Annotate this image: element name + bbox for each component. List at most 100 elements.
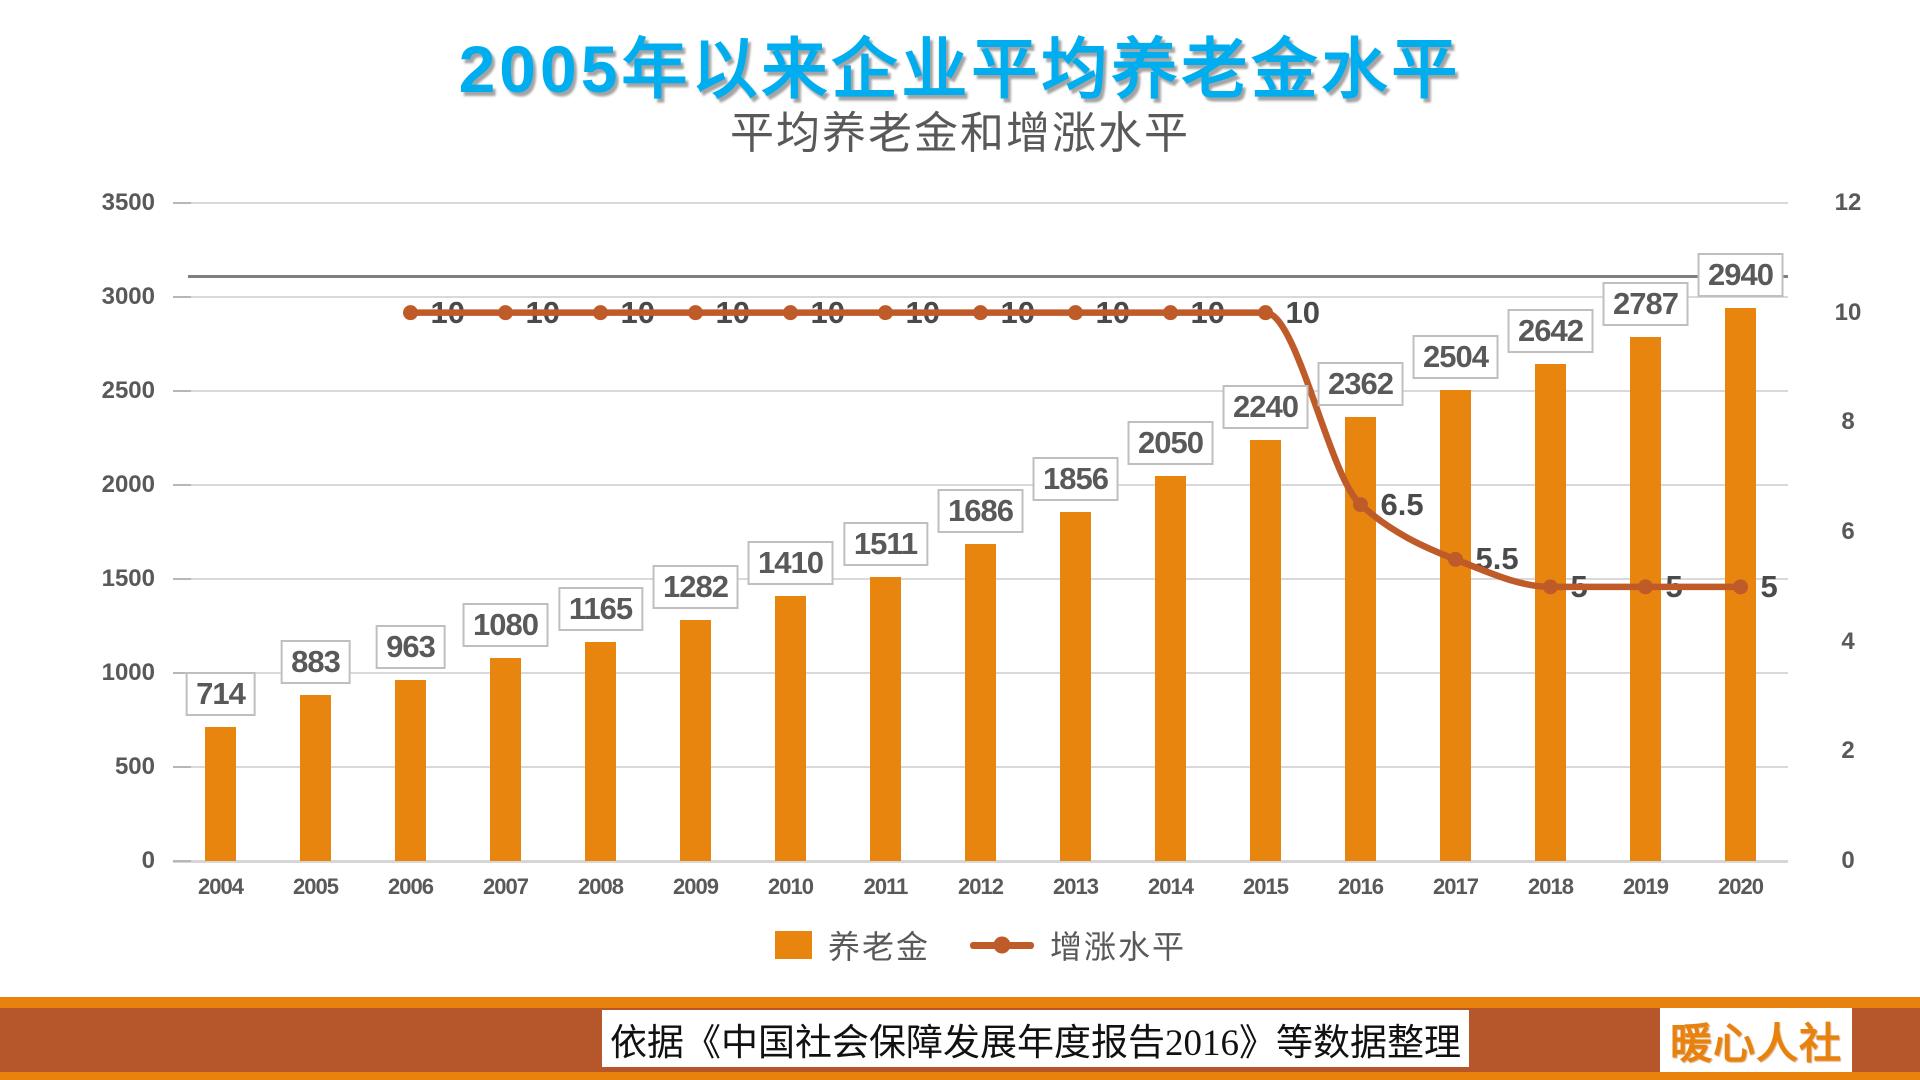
- legend-line-marker-icon: [993, 936, 1011, 954]
- line-value-label: 10: [1190, 294, 1225, 330]
- legend-line-label: 增涨水平: [1050, 929, 1187, 965]
- bar-value-label: 2050: [1127, 420, 1214, 465]
- legend-line-swatch: [970, 936, 1034, 954]
- y-axis-label-right: 12: [1834, 189, 1862, 216]
- line-point-marker: [878, 305, 893, 321]
- bar: [300, 694, 331, 861]
- x-axis-label: 2010: [768, 874, 814, 899]
- x-axis-label: 2012: [958, 874, 1004, 899]
- bar-value-label: 714: [185, 671, 256, 716]
- y-axis-label-left: 3000: [101, 283, 155, 310]
- line-point-marker: [973, 305, 988, 321]
- line-value-label: 10: [715, 294, 750, 330]
- y-axis-label-right: 0: [1841, 847, 1855, 874]
- bar: [1725, 308, 1756, 861]
- line-value-label: 10: [430, 294, 465, 330]
- x-axis-label: 2008: [578, 874, 624, 899]
- line-point-marker: [593, 305, 608, 321]
- chart-legend: 养老金 增涨水平: [173, 922, 1788, 968]
- x-axis-label: 2005: [293, 874, 339, 899]
- bar-value-label: 2787: [1602, 282, 1689, 327]
- axis-tick: [173, 578, 191, 580]
- bar: [395, 679, 426, 861]
- source-text: 依据《中国社会保障发展年度报告2016》等数据整理: [610, 1022, 1461, 1064]
- logo-text: 暖心人社: [1669, 1021, 1842, 1068]
- line-value-label: 10: [810, 294, 845, 330]
- line-point-marker: [1068, 305, 1083, 321]
- y-axis-label-left: 2000: [101, 471, 155, 498]
- y-axis-label-left: 500: [114, 753, 155, 780]
- x-axis-label: 2019: [1623, 874, 1669, 899]
- axis-tick: [173, 390, 191, 392]
- axis-tick: [173, 296, 191, 298]
- bar-value-label: 2504: [1412, 335, 1499, 380]
- legend-bar-swatch: [774, 931, 812, 959]
- bar-value-label: 1165: [557, 586, 644, 631]
- y-axis-label-left: 3500: [101, 189, 155, 216]
- footer-banner-bottom-stripe: [0, 1072, 1920, 1080]
- x-axis-label: 2017: [1433, 874, 1479, 899]
- bar: [775, 595, 806, 861]
- x-axis-label: 2014: [1148, 874, 1194, 899]
- bar-value-label: 2642: [1507, 309, 1594, 354]
- line-value-label: 10: [905, 294, 940, 330]
- line-point-marker: [1258, 305, 1273, 321]
- line-value-label: 5: [1570, 568, 1588, 604]
- line-point-marker: [783, 305, 798, 321]
- y-axis-label-left: 2500: [101, 377, 155, 404]
- line-value-label: 5: [1665, 568, 1683, 604]
- bar-value-label: 883: [280, 639, 351, 684]
- line-value-label: 5.5: [1475, 541, 1519, 577]
- bar-value-label: 2240: [1222, 384, 1309, 429]
- x-axis-label: 2015: [1243, 874, 1289, 899]
- line-value-label: 10: [620, 294, 655, 330]
- bar-value-label: 1856: [1032, 457, 1119, 502]
- y-axis-label-right: 4: [1841, 627, 1855, 655]
- x-axis-label: 2007: [483, 874, 529, 899]
- y-axis-label-left: 1000: [101, 659, 155, 686]
- line-value-label: 10: [1000, 294, 1035, 330]
- y-axis-label-right: 6: [1841, 518, 1855, 545]
- y-axis-label-left: 0: [141, 847, 155, 874]
- bar-value-label: 1080: [462, 602, 549, 647]
- y-axis-label-left: 1500: [101, 565, 155, 592]
- line-point-marker: [688, 305, 703, 321]
- y-axis-label-right: 10: [1834, 298, 1862, 326]
- bar-value-label: 963: [375, 624, 446, 669]
- axis-tick: [173, 672, 191, 674]
- bar: [965, 544, 996, 861]
- bar-value-label: 1282: [652, 564, 739, 609]
- x-axis-label: 2020: [1718, 874, 1764, 899]
- x-axis-label: 2006: [388, 874, 434, 899]
- line-value-label: 10: [1095, 294, 1130, 330]
- line-value-label: 10: [1285, 294, 1320, 330]
- axis-tick: [173, 202, 191, 204]
- bar: [1440, 390, 1471, 861]
- y-axis-label-right: 8: [1841, 408, 1855, 436]
- bar: [1060, 512, 1091, 861]
- bar-value-label: 1686: [937, 489, 1024, 534]
- source-box: 依据《中国社会保障发展年度报告2016》等数据整理: [602, 1010, 1469, 1067]
- x-axis-label: 2011: [863, 874, 909, 899]
- bar: [585, 641, 616, 861]
- x-axis-label: 2004: [198, 874, 244, 899]
- bar: [205, 726, 236, 861]
- footer-banner-top-stripe: [0, 997, 1920, 1008]
- reference-line: [188, 275, 1788, 279]
- x-axis-label: 2016: [1338, 874, 1384, 899]
- bar: [1535, 364, 1566, 861]
- axis-tick: [173, 484, 191, 486]
- bar: [870, 576, 901, 861]
- gridline: [173, 296, 1788, 298]
- page-title: 2005年以来企业平均养老金水平: [458, 32, 1462, 106]
- bar: [1345, 416, 1376, 861]
- line-value-label: 5: [1760, 568, 1778, 604]
- line-point-marker: [403, 305, 418, 321]
- bar-value-label: 2940: [1697, 253, 1784, 298]
- bar-value-label: 1410: [747, 540, 834, 585]
- line-point-marker: [1163, 305, 1178, 321]
- gridline: [173, 860, 1788, 863]
- bar: [680, 619, 711, 861]
- line-point-marker: [498, 305, 513, 321]
